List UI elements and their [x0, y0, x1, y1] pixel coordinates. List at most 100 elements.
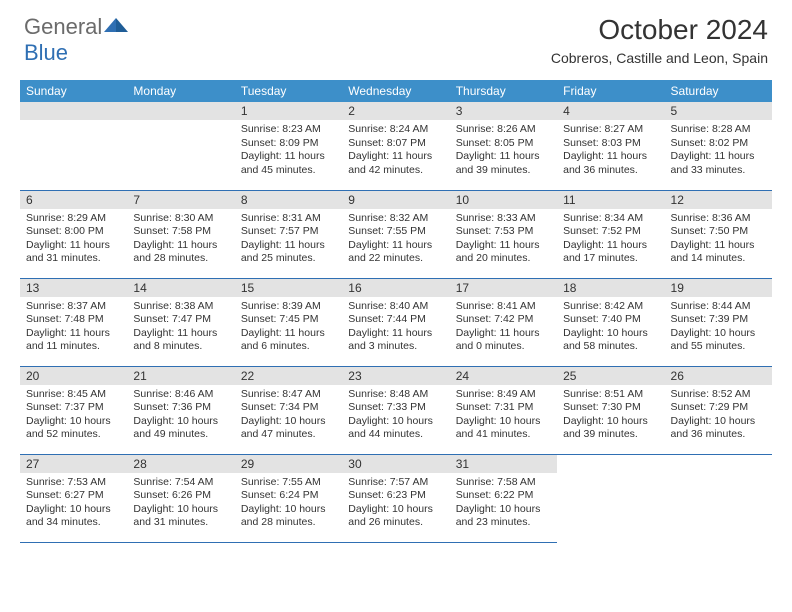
day-number: 5 — [665, 102, 772, 120]
logo-text-gray: General — [24, 14, 102, 39]
day-body: Sunrise: 8:51 AMSunset: 7:30 PMDaylight:… — [557, 385, 664, 447]
sunset-label: Sunset: 6:26 PM — [133, 489, 228, 503]
daylight-label: Daylight: 10 hours and 23 minutes. — [456, 503, 551, 530]
day-cell: 6Sunrise: 8:29 AMSunset: 8:00 PMDaylight… — [20, 190, 127, 278]
day-cell: 28Sunrise: 7:54 AMSunset: 6:26 PMDayligh… — [127, 454, 234, 542]
day-number: 26 — [665, 367, 772, 385]
day-cell — [665, 454, 772, 542]
daylight-label: Daylight: 10 hours and 52 minutes. — [26, 415, 121, 442]
day-cell: 3Sunrise: 8:26 AMSunset: 8:05 PMDaylight… — [450, 102, 557, 190]
day-cell: 2Sunrise: 8:24 AMSunset: 8:07 PMDaylight… — [342, 102, 449, 190]
daylight-label: Daylight: 11 hours and 31 minutes. — [26, 239, 121, 266]
day-body: Sunrise: 8:27 AMSunset: 8:03 PMDaylight:… — [557, 120, 664, 182]
day-body: Sunrise: 8:23 AMSunset: 8:09 PMDaylight:… — [235, 120, 342, 182]
dow-cell: Thursday — [450, 80, 557, 102]
day-number: 23 — [342, 367, 449, 385]
sunrise-label: Sunrise: 8:27 AM — [563, 123, 658, 137]
sunset-label: Sunset: 7:29 PM — [671, 401, 766, 415]
week-row: 20Sunrise: 8:45 AMSunset: 7:37 PMDayligh… — [20, 366, 772, 454]
day-number: 2 — [342, 102, 449, 120]
daylight-label: Daylight: 10 hours and 49 minutes. — [133, 415, 228, 442]
sunset-label: Sunset: 7:42 PM — [456, 313, 551, 327]
day-body: Sunrise: 8:44 AMSunset: 7:39 PMDaylight:… — [665, 297, 772, 359]
daylight-label: Daylight: 10 hours and 31 minutes. — [133, 503, 228, 530]
day-number: 18 — [557, 279, 664, 297]
day-body: Sunrise: 8:40 AMSunset: 7:44 PMDaylight:… — [342, 297, 449, 359]
day-cell: 5Sunrise: 8:28 AMSunset: 8:02 PMDaylight… — [665, 102, 772, 190]
sunset-label: Sunset: 7:39 PM — [671, 313, 766, 327]
day-number: 8 — [235, 191, 342, 209]
sunrise-label: Sunrise: 7:54 AM — [133, 476, 228, 490]
day-body: Sunrise: 8:32 AMSunset: 7:55 PMDaylight:… — [342, 209, 449, 271]
sunset-label: Sunset: 7:52 PM — [563, 225, 658, 239]
sunrise-label: Sunrise: 8:33 AM — [456, 212, 551, 226]
sunset-label: Sunset: 8:03 PM — [563, 137, 658, 151]
sunset-label: Sunset: 7:45 PM — [241, 313, 336, 327]
sunset-label: Sunset: 8:02 PM — [671, 137, 766, 151]
day-body: Sunrise: 7:57 AMSunset: 6:23 PMDaylight:… — [342, 473, 449, 535]
sunset-label: Sunset: 8:07 PM — [348, 137, 443, 151]
day-body: Sunrise: 8:39 AMSunset: 7:45 PMDaylight:… — [235, 297, 342, 359]
daylight-label: Daylight: 11 hours and 45 minutes. — [241, 150, 336, 177]
sunrise-label: Sunrise: 7:58 AM — [456, 476, 551, 490]
daylight-label: Daylight: 11 hours and 3 minutes. — [348, 327, 443, 354]
day-body: Sunrise: 8:42 AMSunset: 7:40 PMDaylight:… — [557, 297, 664, 359]
sunset-label: Sunset: 7:53 PM — [456, 225, 551, 239]
day-cell: 9Sunrise: 8:32 AMSunset: 7:55 PMDaylight… — [342, 190, 449, 278]
day-cell: 14Sunrise: 8:38 AMSunset: 7:47 PMDayligh… — [127, 278, 234, 366]
day-number: 15 — [235, 279, 342, 297]
location-label: Cobreros, Castille and Leon, Spain — [551, 50, 768, 66]
day-cell: 12Sunrise: 8:36 AMSunset: 7:50 PMDayligh… — [665, 190, 772, 278]
sunrise-label: Sunrise: 7:55 AM — [241, 476, 336, 490]
daylight-label: Daylight: 11 hours and 0 minutes. — [456, 327, 551, 354]
sunrise-label: Sunrise: 8:28 AM — [671, 123, 766, 137]
week-row: 1Sunrise: 8:23 AMSunset: 8:09 PMDaylight… — [20, 102, 772, 190]
day-cell: 31Sunrise: 7:58 AMSunset: 6:22 PMDayligh… — [450, 454, 557, 542]
day-cell: 21Sunrise: 8:46 AMSunset: 7:36 PMDayligh… — [127, 366, 234, 454]
day-body: Sunrise: 8:45 AMSunset: 7:37 PMDaylight:… — [20, 385, 127, 447]
day-number: 31 — [450, 455, 557, 473]
logo: GeneralBlue — [24, 14, 130, 66]
sunset-label: Sunset: 7:30 PM — [563, 401, 658, 415]
dow-row: SundayMondayTuesdayWednesdayThursdayFrid… — [20, 80, 772, 102]
day-number: 3 — [450, 102, 557, 120]
day-cell: 18Sunrise: 8:42 AMSunset: 7:40 PMDayligh… — [557, 278, 664, 366]
daylight-label: Daylight: 11 hours and 36 minutes. — [563, 150, 658, 177]
day-number: 4 — [557, 102, 664, 120]
day-cell: 20Sunrise: 8:45 AMSunset: 7:37 PMDayligh… — [20, 366, 127, 454]
day-cell: 16Sunrise: 8:40 AMSunset: 7:44 PMDayligh… — [342, 278, 449, 366]
sunrise-label: Sunrise: 8:42 AM — [563, 300, 658, 314]
sunset-label: Sunset: 6:24 PM — [241, 489, 336, 503]
sunrise-label: Sunrise: 8:36 AM — [671, 212, 766, 226]
daylight-label: Daylight: 11 hours and 28 minutes. — [133, 239, 228, 266]
sunset-label: Sunset: 7:37 PM — [26, 401, 121, 415]
daylight-label: Daylight: 10 hours and 47 minutes. — [241, 415, 336, 442]
day-number: 19 — [665, 279, 772, 297]
sunset-label: Sunset: 7:33 PM — [348, 401, 443, 415]
day-body: Sunrise: 7:53 AMSunset: 6:27 PMDaylight:… — [20, 473, 127, 535]
daylight-label: Daylight: 11 hours and 25 minutes. — [241, 239, 336, 266]
sunset-label: Sunset: 7:40 PM — [563, 313, 658, 327]
sunset-label: Sunset: 7:48 PM — [26, 313, 121, 327]
week-row: 13Sunrise: 8:37 AMSunset: 7:48 PMDayligh… — [20, 278, 772, 366]
daylight-label: Daylight: 10 hours and 39 minutes. — [563, 415, 658, 442]
sunrise-label: Sunrise: 8:47 AM — [241, 388, 336, 402]
daylight-label: Daylight: 10 hours and 41 minutes. — [456, 415, 551, 442]
day-cell: 13Sunrise: 8:37 AMSunset: 7:48 PMDayligh… — [20, 278, 127, 366]
day-body: Sunrise: 7:58 AMSunset: 6:22 PMDaylight:… — [450, 473, 557, 535]
daylight-label: Daylight: 10 hours and 34 minutes. — [26, 503, 121, 530]
day-body: Sunrise: 8:37 AMSunset: 7:48 PMDaylight:… — [20, 297, 127, 359]
empty-day — [127, 102, 234, 120]
sunset-label: Sunset: 6:23 PM — [348, 489, 443, 503]
day-number: 24 — [450, 367, 557, 385]
sunrise-label: Sunrise: 8:24 AM — [348, 123, 443, 137]
daylight-label: Daylight: 11 hours and 39 minutes. — [456, 150, 551, 177]
day-cell: 11Sunrise: 8:34 AMSunset: 7:52 PMDayligh… — [557, 190, 664, 278]
day-number: 6 — [20, 191, 127, 209]
day-number: 1 — [235, 102, 342, 120]
day-body: Sunrise: 8:24 AMSunset: 8:07 PMDaylight:… — [342, 120, 449, 182]
dow-cell: Sunday — [20, 80, 127, 102]
day-cell: 8Sunrise: 8:31 AMSunset: 7:57 PMDaylight… — [235, 190, 342, 278]
daylight-label: Daylight: 10 hours and 58 minutes. — [563, 327, 658, 354]
logo-text-blue: Blue — [24, 40, 68, 65]
